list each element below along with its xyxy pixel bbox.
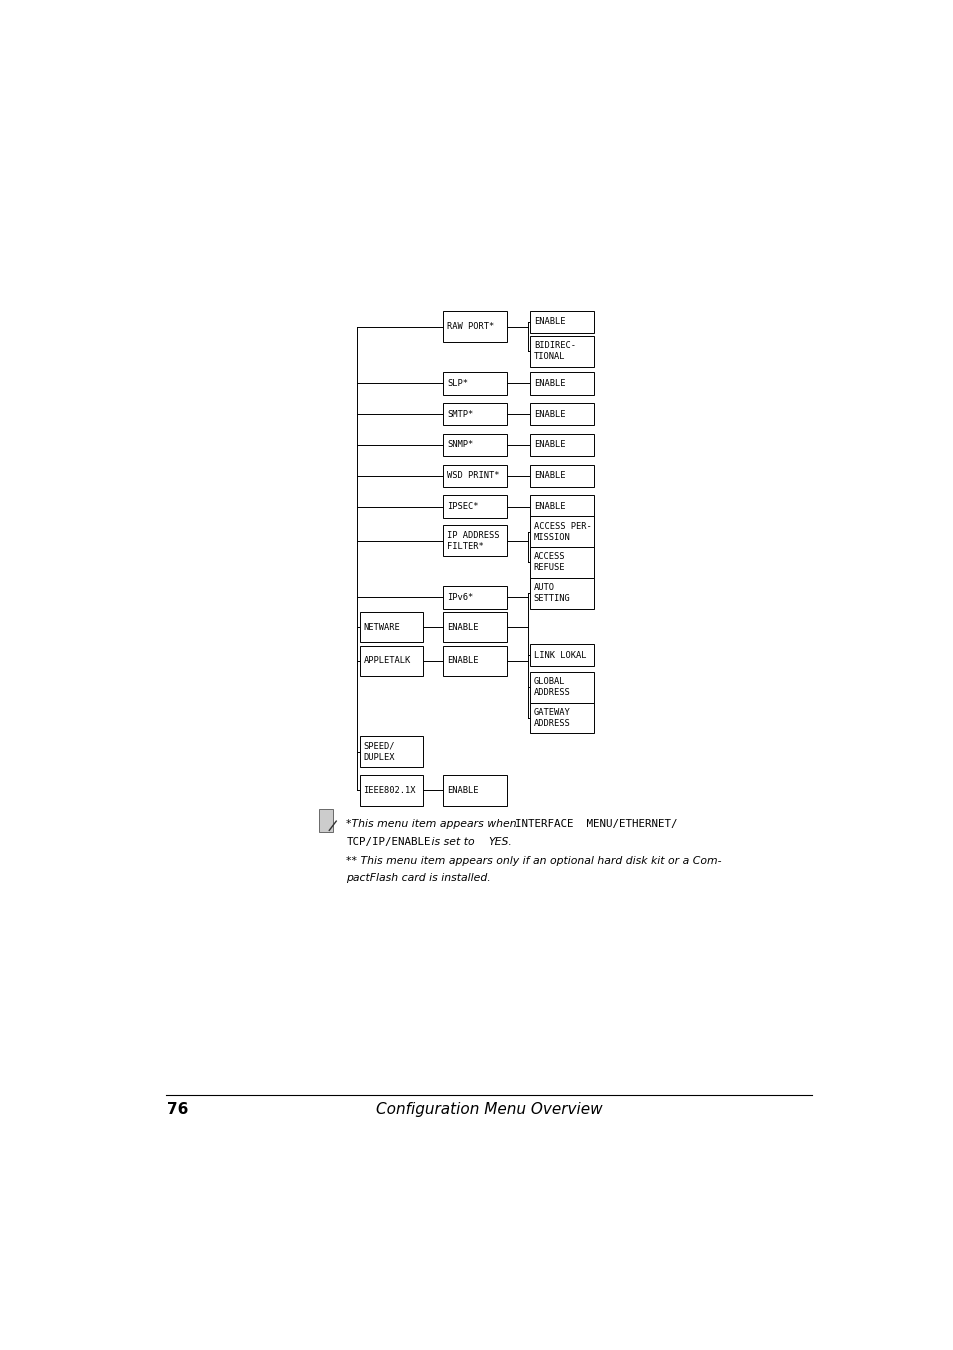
FancyBboxPatch shape — [443, 525, 506, 556]
FancyBboxPatch shape — [530, 578, 593, 609]
Text: WSD PRINT*: WSD PRINT* — [447, 471, 499, 481]
FancyBboxPatch shape — [443, 464, 506, 487]
Text: ENABLE: ENABLE — [447, 786, 478, 795]
Text: LINK LOKAL: LINK LOKAL — [534, 651, 586, 660]
Text: GATEWAY
ADDRESS: GATEWAY ADDRESS — [534, 707, 570, 728]
Text: RAW PORT*: RAW PORT* — [447, 323, 494, 331]
FancyBboxPatch shape — [530, 672, 593, 702]
FancyBboxPatch shape — [359, 645, 422, 676]
FancyBboxPatch shape — [530, 310, 593, 333]
FancyBboxPatch shape — [443, 645, 506, 676]
Text: IEEE802.1X: IEEE802.1X — [363, 786, 416, 795]
Text: SNMP*: SNMP* — [447, 440, 473, 450]
Text: ACCESS PER-
MISSION: ACCESS PER- MISSION — [534, 521, 591, 541]
Text: ENABLE: ENABLE — [447, 656, 478, 666]
Text: GLOBAL
ADDRESS: GLOBAL ADDRESS — [534, 678, 570, 697]
FancyBboxPatch shape — [530, 373, 593, 394]
Text: 76: 76 — [167, 1102, 189, 1116]
FancyBboxPatch shape — [359, 775, 422, 806]
Text: AUTO
SETTING: AUTO SETTING — [534, 583, 570, 603]
FancyBboxPatch shape — [443, 404, 506, 425]
Text: IPv6*: IPv6* — [447, 593, 473, 602]
FancyBboxPatch shape — [530, 336, 593, 367]
Text: TCP/IP/ENABLE: TCP/IP/ENABLE — [346, 837, 431, 848]
FancyBboxPatch shape — [530, 464, 593, 487]
Text: ENABLE: ENABLE — [534, 317, 565, 327]
Text: SLP*: SLP* — [447, 379, 468, 387]
Text: *This menu item appears when: *This menu item appears when — [346, 819, 520, 829]
FancyBboxPatch shape — [443, 373, 506, 394]
FancyBboxPatch shape — [319, 809, 333, 832]
FancyBboxPatch shape — [359, 612, 422, 643]
Text: APPLETALK: APPLETALK — [363, 656, 410, 666]
Text: Configuration Menu Overview: Configuration Menu Overview — [375, 1102, 601, 1116]
Text: INTERFACE  MENU/ETHERNET/: INTERFACE MENU/ETHERNET/ — [515, 819, 677, 829]
FancyBboxPatch shape — [530, 433, 593, 456]
FancyBboxPatch shape — [443, 775, 506, 806]
Text: YES.: YES. — [488, 837, 512, 848]
Text: ACCESS
REFUSE: ACCESS REFUSE — [534, 552, 565, 572]
FancyBboxPatch shape — [443, 312, 506, 342]
Text: ENABLE: ENABLE — [447, 622, 478, 632]
Text: SPEED/
DUPLEX: SPEED/ DUPLEX — [363, 741, 395, 761]
FancyBboxPatch shape — [530, 644, 593, 667]
Text: NETWARE: NETWARE — [363, 622, 399, 632]
Text: ENABLE: ENABLE — [534, 440, 565, 450]
Text: IP ADDRESS
FILTER*: IP ADDRESS FILTER* — [447, 531, 499, 551]
FancyBboxPatch shape — [443, 433, 506, 456]
FancyBboxPatch shape — [530, 516, 593, 547]
Text: is set to: is set to — [427, 837, 477, 848]
FancyBboxPatch shape — [530, 495, 593, 518]
FancyBboxPatch shape — [359, 736, 422, 767]
Text: ENABLE: ENABLE — [534, 379, 565, 387]
FancyBboxPatch shape — [443, 495, 506, 518]
FancyBboxPatch shape — [530, 702, 593, 733]
Text: ENABLE: ENABLE — [534, 409, 565, 418]
Text: pactFlash card is installed.: pactFlash card is installed. — [346, 872, 491, 883]
FancyBboxPatch shape — [443, 612, 506, 643]
Text: ** This menu item appears only if an optional hard disk kit or a Com-: ** This menu item appears only if an opt… — [346, 856, 721, 865]
FancyBboxPatch shape — [530, 547, 593, 578]
FancyBboxPatch shape — [443, 586, 506, 609]
Text: BIDIREC-
TIONAL: BIDIREC- TIONAL — [534, 342, 576, 362]
FancyBboxPatch shape — [530, 404, 593, 425]
Text: ENABLE: ENABLE — [534, 502, 565, 512]
Text: ENABLE: ENABLE — [534, 471, 565, 481]
Text: SMTP*: SMTP* — [447, 409, 473, 418]
Text: IPSEC*: IPSEC* — [447, 502, 478, 512]
